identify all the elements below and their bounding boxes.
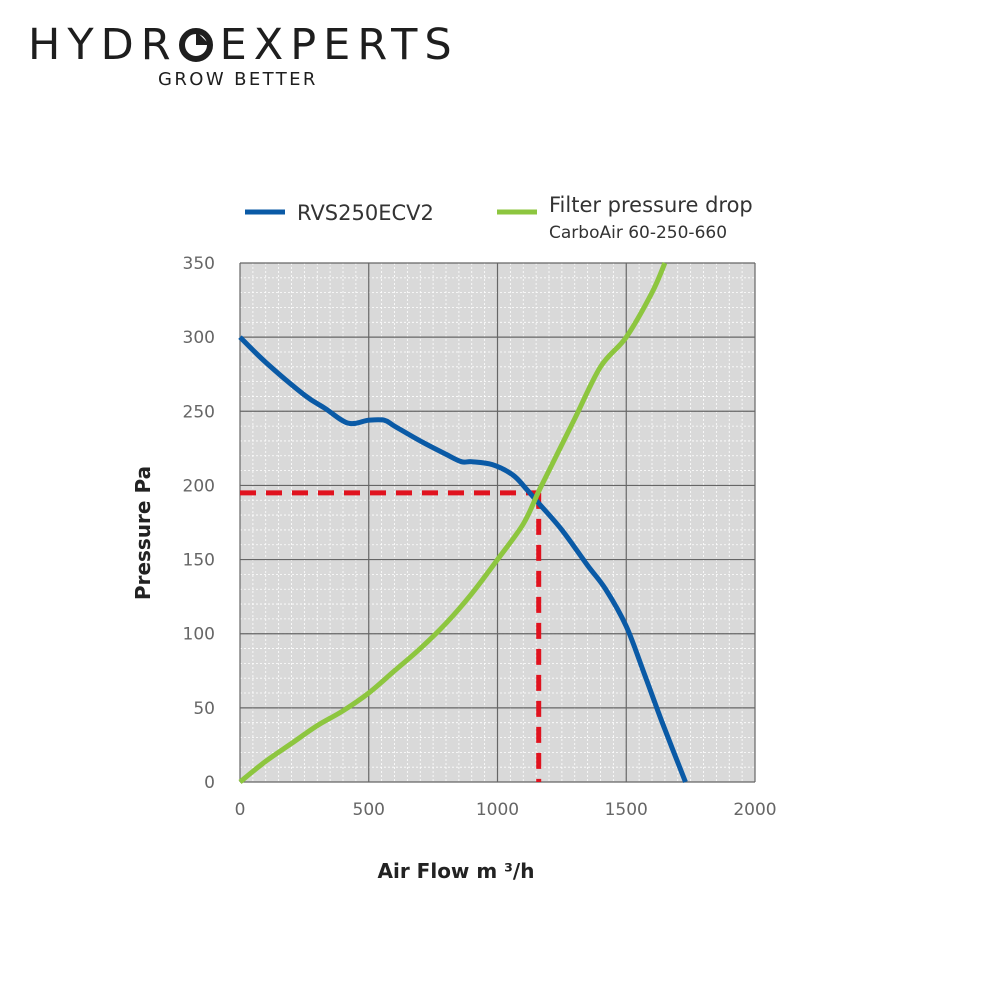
x-tick-label: 0	[235, 800, 246, 820]
y-tick-labels: 0 50 100 150 200 250 300 350	[183, 254, 215, 793]
y-tick-label: 250	[183, 402, 215, 422]
x-tick-label: 1500	[605, 800, 648, 820]
y-tick-label: 300	[183, 328, 215, 348]
logo-tagline: GROW BETTER	[158, 69, 318, 90]
y-tick-label: 50	[193, 699, 215, 719]
logo-drop-icon	[178, 28, 213, 62]
series-line-rvs250ecv2	[238, 335, 688, 783]
series-lines	[238, 262, 688, 784]
legend: RVS250ECV2 Filter pressure drop CarboAir…	[245, 193, 753, 243]
legend-label-rvs: RVS250ECV2	[297, 201, 434, 225]
y-axis-title: Pressure Pa	[131, 466, 155, 600]
logo-wordmark: HYDR EXPERTS	[28, 22, 459, 68]
legend-label-filter: Filter pressure drop	[549, 193, 753, 217]
operating-point-lines	[240, 490, 542, 782]
y-tick-label: 200	[183, 476, 215, 496]
series-line-filter-pressure-drop	[238, 262, 668, 784]
y-tick-label: 0	[204, 773, 215, 793]
brand-logo: HYDR EXPERTS GROW BETTER	[28, 22, 459, 90]
x-axis-title: Air Flow m ³/h	[378, 859, 535, 883]
logo-word-part1: HYDR	[28, 20, 178, 70]
logo-word-part2: EXPERTS	[219, 20, 459, 70]
x-tick-label: 2000	[733, 800, 776, 820]
x-tick-labels: 0 500 1000 1500 2000	[235, 800, 777, 820]
y-tick-label: 100	[183, 625, 215, 645]
x-tick-label: 500	[353, 800, 385, 820]
x-tick-label: 1000	[476, 800, 519, 820]
y-tick-label: 150	[183, 551, 215, 571]
legend-sublabel-filter: CarboAir 60-250-660	[549, 223, 727, 243]
y-tick-label: 350	[183, 254, 215, 274]
